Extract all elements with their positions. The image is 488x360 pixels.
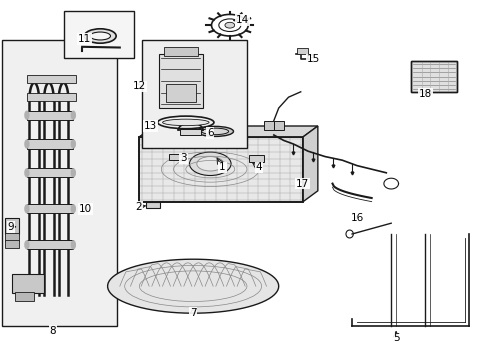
Bar [180,129,201,135]
Text: 14: 14 [235,15,248,25]
Ellipse shape [189,152,231,175]
Ellipse shape [224,22,234,28]
Bar [5,218,19,234]
Polygon shape [139,126,317,137]
Bar [27,75,76,83]
Ellipse shape [196,157,223,171]
Polygon shape [107,259,278,313]
Ellipse shape [71,169,75,177]
Bar [27,168,73,177]
Bar [166,84,195,102]
Bar [5,240,19,248]
Text: 16: 16 [349,213,363,223]
Text: 3: 3 [180,153,186,163]
Bar [410,61,456,92]
Bar [27,139,73,149]
Text: 9: 9 [7,222,14,232]
Text: 1: 1 [219,162,225,172]
Bar [249,155,264,162]
Text: 2: 2 [135,202,142,212]
Bar [63,11,134,58]
Text: 8: 8 [49,326,56,336]
Bar [410,61,456,92]
Ellipse shape [90,32,110,40]
Ellipse shape [196,126,233,136]
Bar [159,54,203,108]
Text: 15: 15 [305,54,319,64]
Bar [5,233,19,241]
Ellipse shape [71,205,75,213]
Bar [12,274,44,293]
Bar [168,154,182,160]
Text: 12: 12 [132,81,146,91]
Text: 7: 7 [189,308,196,318]
Ellipse shape [25,241,29,249]
Bar [15,292,34,301]
Ellipse shape [162,119,209,126]
Ellipse shape [25,205,29,213]
Bar [27,240,73,249]
Ellipse shape [25,169,29,177]
Text: 4: 4 [255,162,262,172]
Ellipse shape [25,140,29,148]
Bar [27,111,73,120]
Bar [163,47,198,56]
Ellipse shape [201,128,228,135]
Text: 13: 13 [143,121,157,131]
Ellipse shape [71,140,75,148]
Bar [264,121,273,130]
Text: 5: 5 [392,333,399,343]
Text: 6: 6 [206,128,213,138]
Ellipse shape [84,29,116,43]
Bar [296,48,307,54]
Bar [273,121,283,130]
Polygon shape [303,126,317,202]
Polygon shape [139,137,303,202]
Text: 18: 18 [418,89,431,99]
Bar [2,40,117,326]
Ellipse shape [25,111,29,119]
Ellipse shape [71,111,75,119]
Bar [27,204,73,213]
Bar [27,93,76,101]
Text: 10: 10 [79,204,92,214]
Text: 17: 17 [295,179,308,189]
Text: 11: 11 [77,34,91,44]
Bar [145,202,160,208]
Bar [142,40,246,148]
Ellipse shape [71,241,75,249]
